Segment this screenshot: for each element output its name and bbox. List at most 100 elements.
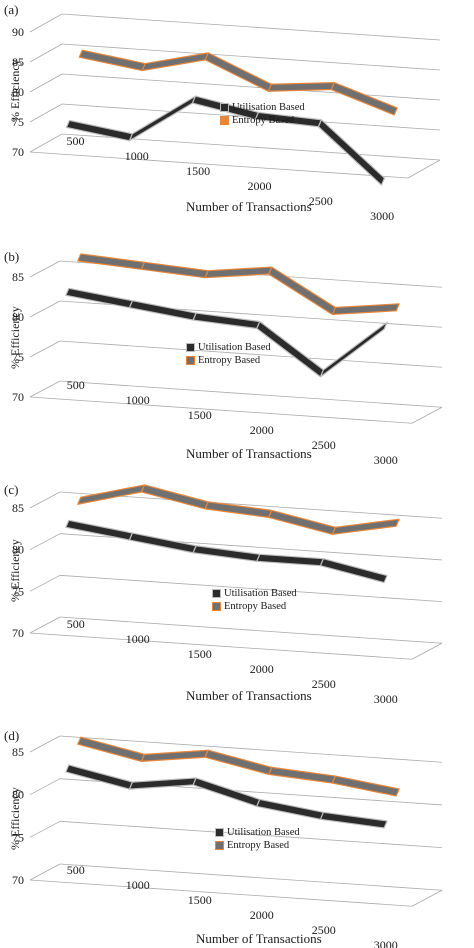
panel-label-a: (a)	[4, 2, 18, 18]
legend-item-utilisation: Utilisation Based	[212, 587, 297, 600]
x-tick-label: 1500	[188, 408, 212, 422]
x-tick-label: 500	[66, 134, 84, 148]
gridline-depth	[30, 381, 60, 397]
x-tick-label: 1000	[126, 632, 150, 646]
gridline-depth	[30, 104, 62, 122]
legend-item-entropy: Entropy Based	[186, 354, 271, 367]
series-entropy-segment	[332, 776, 399, 796]
y-tick-label: 70	[12, 145, 24, 159]
panel-label-b: (b)	[4, 249, 19, 265]
x-tick-label: 2000	[250, 908, 274, 922]
floor-side	[412, 643, 442, 659]
x-tick-label: 1500	[188, 893, 212, 907]
gridline-depth	[30, 534, 60, 550]
x-tick-label: 2000	[247, 179, 271, 193]
series-utilisation-segment	[193, 313, 260, 328]
legend-label-utilisation: Utilisation Based	[198, 341, 271, 354]
series-entropy-segment	[269, 767, 336, 783]
series-utilisation-segment	[66, 765, 133, 789]
x-axis-label-c: Number of Transactions	[186, 688, 312, 704]
x-axis-label-b: Number of Transactions	[186, 446, 312, 462]
series-utilisation-segment	[129, 533, 196, 553]
legend-label-entropy: Entropy Based	[227, 839, 289, 852]
legend-swatch-utilisation	[220, 103, 229, 112]
y-axis-label-d: % Efficiency	[8, 787, 23, 850]
gridline-depth	[30, 779, 60, 795]
series-entropy-segment	[142, 53, 208, 71]
legend-swatch-utilisation	[186, 343, 195, 352]
legend-swatch-entropy	[212, 602, 221, 611]
series-utilisation-segment	[193, 546, 260, 562]
gridline-depth	[30, 864, 60, 880]
gridline-depth	[30, 341, 60, 357]
gridline-depth	[30, 617, 60, 633]
x-tick-label: 500	[67, 378, 85, 392]
x-tick-label: 3000	[370, 209, 394, 223]
legend-d: Utilisation Based Entropy Based	[215, 826, 300, 852]
series-utilisation-segment	[129, 301, 196, 320]
series-entropy-segment	[205, 53, 271, 91]
x-tick-label: 1500	[188, 647, 212, 661]
gridline-depth	[30, 492, 60, 508]
legend-swatch-entropy	[220, 116, 229, 125]
series-utilisation-segment	[66, 520, 133, 540]
series-utilisation-segment	[320, 812, 387, 828]
y-axis-label-a: % Efficiency	[8, 59, 23, 122]
gridline-depth	[30, 134, 62, 152]
x-tick-label: 2500	[309, 194, 333, 208]
x-tick-label: 1500	[186, 164, 210, 178]
y-tick-label: 70	[12, 390, 24, 404]
y-axis-label-b: % Efficiency	[8, 306, 23, 369]
legend-swatch-utilisation	[212, 589, 221, 598]
series-utilisation-segment	[320, 559, 387, 583]
series-utilisation-segment	[129, 96, 195, 141]
gridline	[62, 14, 440, 40]
y-tick-label: 70	[12, 626, 24, 640]
floor-side	[408, 160, 440, 178]
x-tick-label: 500	[67, 617, 85, 631]
legend-label-entropy: Entropy Based	[232, 114, 294, 127]
series-entropy-segment	[141, 485, 208, 509]
x-tick-label: 3000	[374, 453, 398, 467]
legend-label-utilisation: Utilisation Based	[227, 826, 300, 839]
legend-swatch-entropy	[215, 841, 224, 850]
gridline-depth	[30, 301, 60, 317]
x-tick-label: 1000	[126, 878, 150, 892]
series-entropy-segment	[332, 304, 399, 315]
gridline-depth	[30, 261, 60, 277]
legend-label-utilisation: Utilisation Based	[224, 587, 297, 600]
series-entropy-segment	[78, 485, 145, 504]
series-entropy-segment	[269, 510, 336, 534]
x-tick-label: 3000	[374, 938, 398, 948]
legend-label-utilisation: Utilisation Based	[232, 101, 305, 114]
series-entropy-segment	[332, 519, 399, 534]
gridline-depth	[30, 575, 60, 591]
y-tick-label: 70	[12, 873, 24, 887]
x-axis-label-a: Number of Transactions	[186, 199, 312, 215]
series-utilisation-segment	[257, 554, 324, 565]
x-tick-label: 1000	[126, 393, 150, 407]
series-entropy-segment	[268, 83, 334, 92]
legend-item-entropy: Entropy Based	[212, 600, 297, 613]
legend-label-entropy: Entropy Based	[198, 354, 260, 367]
series-utilisation-segment	[257, 799, 324, 819]
gridline-depth	[30, 736, 60, 752]
series-utilisation-segment	[320, 322, 387, 377]
series-entropy-segment	[141, 750, 208, 761]
series-entropy-segment	[205, 267, 272, 278]
series-entropy-segment	[78, 254, 145, 269]
floor-side	[412, 407, 442, 423]
legend-b: Utilisation Based Entropy Based	[186, 341, 271, 367]
y-axis-label-c: % Efficiency	[8, 539, 23, 602]
x-tick-label: 2000	[250, 662, 274, 676]
y-tick-label: 85	[12, 270, 24, 284]
gridline-depth	[30, 44, 62, 62]
gridline-depth	[30, 14, 62, 32]
series-utilisation-segment	[193, 778, 260, 806]
floor-side	[412, 890, 442, 906]
legend-item-entropy: Entropy Based	[220, 114, 305, 127]
x-tick-label: 2000	[250, 423, 274, 437]
